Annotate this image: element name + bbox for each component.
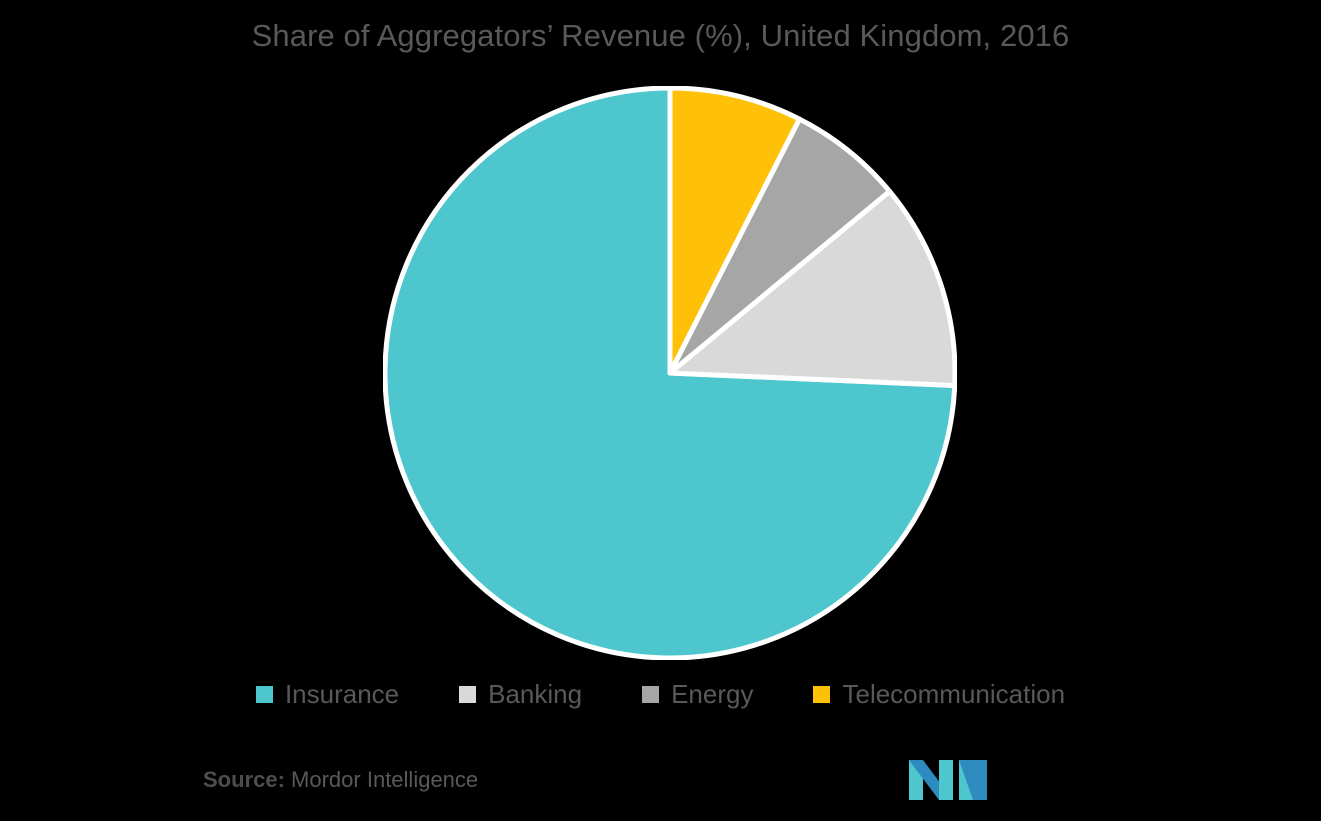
source-label: Source: xyxy=(203,767,285,792)
legend-label: Energy xyxy=(671,679,754,709)
logo-shape-2 xyxy=(939,760,953,800)
chart-title: Share of Aggregators’ Revenue (%), Unite… xyxy=(251,18,1070,53)
legend-label: Banking xyxy=(488,679,583,709)
pie-chart-plot-area xyxy=(383,86,957,660)
legend-swatch-icon xyxy=(459,685,477,703)
mordor-intelligence-logo-icon xyxy=(909,760,987,800)
source-value: Mordor Intelligence xyxy=(291,767,479,792)
chart-legend: Insurance Banking Energy Telecommunication xyxy=(0,681,1321,707)
pie-slice-group xyxy=(383,86,957,660)
chart-footer: Source: Mordor Intelligence xyxy=(0,760,1321,814)
source-line: Source: Mordor Intelligence xyxy=(203,766,478,795)
legend-item-energy[interactable]: Energy xyxy=(642,681,753,707)
legend-swatch-icon xyxy=(642,685,660,703)
legend-label: Telecommunication xyxy=(842,679,1066,709)
legend-swatch-icon xyxy=(255,685,273,703)
legend-item-telecommunication[interactable]: Telecommunication xyxy=(813,681,1065,707)
legend-item-banking[interactable]: Banking xyxy=(459,681,582,707)
legend-label: Insurance xyxy=(284,679,400,709)
legend-swatch-icon xyxy=(813,685,831,703)
pie-slice-banking[interactable] xyxy=(667,188,957,389)
pie-svg xyxy=(383,86,957,660)
logo-shape-5 xyxy=(973,760,987,800)
legend-item-insurance[interactable]: Insurance xyxy=(255,679,400,709)
pie-slice-telecommunication[interactable] xyxy=(667,86,802,376)
